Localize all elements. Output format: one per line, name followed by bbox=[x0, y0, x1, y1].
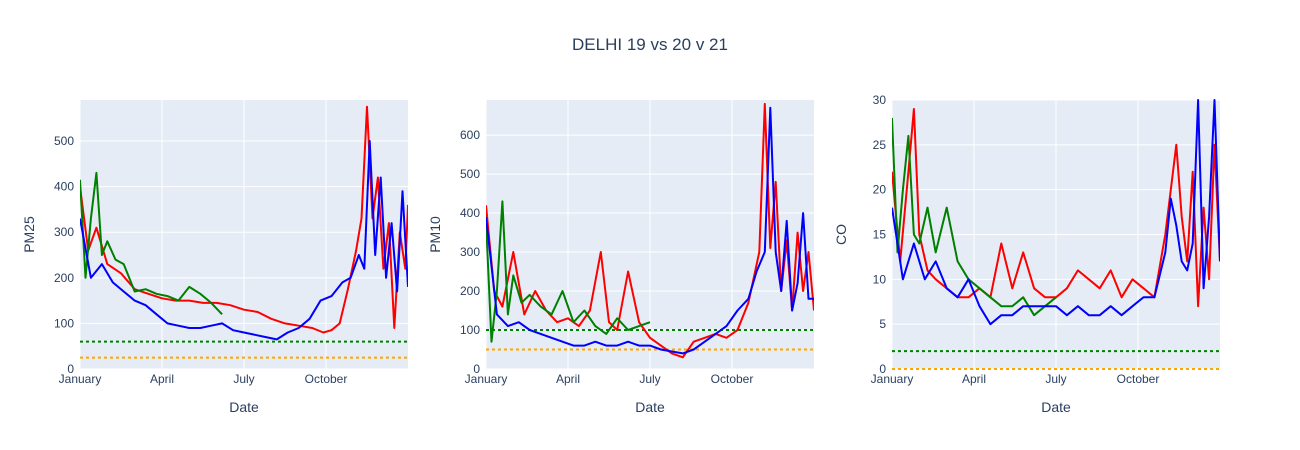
series-line-green bbox=[486, 200, 651, 343]
x-tick-label: January bbox=[871, 372, 914, 386]
series-line-red bbox=[80, 105, 408, 334]
x-tick-label: January bbox=[465, 372, 508, 386]
series-line-blue bbox=[486, 106, 814, 355]
x-tick-label: October bbox=[305, 372, 348, 386]
chart-title: DELHI 19 vs 20 v 21 bbox=[572, 35, 728, 54]
y-tick-label: 400 bbox=[460, 206, 480, 220]
data-layer bbox=[892, 99, 1220, 370]
x-tick-label: October bbox=[711, 372, 754, 386]
y-tick-label: 5 bbox=[879, 317, 886, 331]
series-line-red bbox=[892, 108, 1220, 308]
y-tick-label: 20 bbox=[873, 183, 887, 197]
x-axis-title: Date bbox=[1041, 399, 1071, 415]
data-layer bbox=[80, 105, 408, 359]
y-axis-title: PM10 bbox=[427, 216, 443, 253]
series-line-green bbox=[80, 171, 223, 315]
x-axis-title: Date bbox=[229, 399, 259, 415]
y-tick-label: 15 bbox=[873, 228, 887, 242]
y-tick-label: 200 bbox=[54, 271, 74, 285]
x-tick-label: October bbox=[1117, 372, 1160, 386]
series-line-blue bbox=[80, 140, 408, 341]
y-tick-label: 100 bbox=[54, 316, 74, 330]
y-tick-label: 500 bbox=[54, 134, 74, 148]
x-tick-label: July bbox=[639, 372, 660, 386]
subplot-3: 0 5 10 15 20 25 30 January April July October Date C… bbox=[833, 93, 1220, 415]
y-tick-label: 300 bbox=[460, 245, 480, 259]
y-tick-label: 500 bbox=[460, 167, 480, 181]
x-axis-title: Date bbox=[635, 399, 665, 415]
x-tick-label: July bbox=[1045, 372, 1066, 386]
y-axis-title: CO bbox=[833, 224, 849, 245]
x-tick-label: July bbox=[233, 372, 254, 386]
y-tick-label: 0 bbox=[879, 362, 886, 376]
subplot-1: 0 100 200 300 400 500 January April July October D… bbox=[21, 100, 408, 415]
x-tick-label: April bbox=[150, 372, 174, 386]
x-tick-label: January bbox=[59, 372, 102, 386]
series-line-green bbox=[892, 117, 1057, 317]
y-tick-label: 600 bbox=[460, 128, 480, 142]
y-tick-label: 30 bbox=[873, 93, 887, 107]
y-tick-label: 25 bbox=[873, 138, 887, 152]
series-line-blue bbox=[892, 99, 1220, 326]
y-tick-label: 0 bbox=[67, 362, 74, 376]
x-tick-label: April bbox=[556, 372, 580, 386]
data-layer bbox=[486, 102, 814, 359]
subplot-2: 0 100 200 300 400 500 600 January April July Octob… bbox=[427, 100, 814, 415]
y-tick-label: 400 bbox=[54, 180, 74, 194]
y-tick-label: 0 bbox=[473, 362, 480, 376]
x-tick-label: April bbox=[962, 372, 986, 386]
y-tick-label: 200 bbox=[460, 284, 480, 298]
y-tick-label: 100 bbox=[460, 323, 480, 337]
y-tick-label: 300 bbox=[54, 225, 74, 239]
y-axis-title: PM25 bbox=[21, 216, 37, 253]
y-tick-label: 10 bbox=[873, 272, 887, 286]
